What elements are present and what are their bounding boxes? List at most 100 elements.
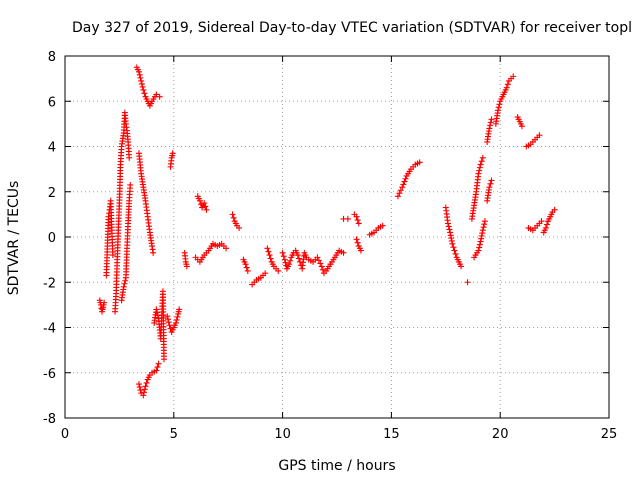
data-point <box>164 316 171 323</box>
data-point <box>262 270 269 277</box>
data-points <box>96 64 558 399</box>
data-point <box>394 193 401 200</box>
data-point <box>452 250 459 257</box>
data-point <box>174 313 181 320</box>
data-point <box>464 279 471 286</box>
data-point <box>504 81 511 88</box>
data-point <box>477 161 484 168</box>
data-point <box>402 175 409 182</box>
data-point <box>315 257 322 264</box>
data-point <box>230 214 237 221</box>
data-point <box>488 116 495 123</box>
data-point <box>279 249 286 256</box>
data-point <box>340 249 347 256</box>
data-point <box>318 263 325 270</box>
data-point <box>101 299 108 306</box>
data-point <box>127 181 134 188</box>
y-tick-label: -6 <box>43 367 56 382</box>
data-point <box>401 178 408 185</box>
axis-ticks: 0 5 10 15 20 25 -8 -6 -4 -2 0 2 4 6 8 <box>43 50 617 442</box>
y-tick-label: 4 <box>48 141 56 156</box>
data-point <box>481 221 488 228</box>
data-point <box>164 313 171 320</box>
data-point <box>475 170 482 177</box>
data-point <box>137 74 144 81</box>
data-point <box>229 211 236 218</box>
data-point <box>478 158 485 165</box>
data-point <box>236 224 243 231</box>
data-point <box>487 122 494 129</box>
data-point <box>481 218 488 225</box>
data-point <box>153 91 160 98</box>
data-point <box>476 241 483 248</box>
data-point <box>551 206 558 213</box>
data-point <box>140 392 147 399</box>
data-point <box>141 90 148 97</box>
data-point <box>153 306 160 313</box>
data-point <box>135 381 142 388</box>
data-point <box>479 154 486 161</box>
data-point <box>476 244 483 251</box>
data-point <box>319 266 326 273</box>
data-point <box>353 236 360 243</box>
data-point <box>476 167 483 174</box>
data-point <box>496 101 503 108</box>
data-point <box>137 387 144 394</box>
data-point <box>354 239 361 246</box>
data-point <box>510 73 517 80</box>
data-point <box>153 367 160 374</box>
y-tick-label: -4 <box>43 322 56 337</box>
y-tick-label: 8 <box>48 50 56 65</box>
data-point <box>176 306 183 313</box>
data-point <box>487 180 494 187</box>
data-point <box>538 218 545 225</box>
data-point <box>166 322 173 329</box>
data-point <box>476 164 483 171</box>
data-point <box>201 200 208 207</box>
data-point <box>150 249 157 256</box>
data-point <box>479 227 486 234</box>
x-axis-title: GPS time / hours <box>278 458 395 474</box>
data-point <box>495 107 502 114</box>
data-point <box>397 187 404 194</box>
x-tick-label: 5 <box>170 427 178 442</box>
data-point <box>446 226 453 233</box>
data-point <box>475 247 482 254</box>
x-tick-label: 15 <box>383 427 400 442</box>
data-point <box>143 379 150 386</box>
data-point <box>486 184 493 191</box>
data-point <box>223 245 230 252</box>
data-point <box>242 261 249 268</box>
data-point <box>354 217 361 224</box>
data-point <box>488 177 495 184</box>
data-point <box>379 222 386 229</box>
data-point <box>135 68 142 75</box>
data-point <box>487 119 494 126</box>
x-tick-label: 25 <box>601 427 618 442</box>
data-point <box>172 319 179 326</box>
data-point <box>173 316 180 323</box>
grid-lines <box>65 56 609 418</box>
data-point <box>155 360 162 367</box>
data-point <box>480 224 487 231</box>
data-point <box>542 224 549 231</box>
data-point <box>280 253 287 260</box>
y-tick-label: 0 <box>48 231 56 246</box>
data-point <box>451 247 458 254</box>
y-axis-title: SDTVAR / TECUs <box>6 181 22 296</box>
data-point <box>282 259 289 266</box>
data-point <box>142 383 149 390</box>
data-point <box>266 252 273 259</box>
data-point <box>136 384 143 391</box>
data-point <box>536 132 543 139</box>
chart-title: Day 327 of 2019, Sidereal Day-to-day VTE… <box>72 20 632 36</box>
data-point <box>317 260 324 267</box>
data-point <box>400 181 407 188</box>
data-point <box>154 364 161 371</box>
data-point <box>140 86 147 93</box>
data-point <box>165 319 172 326</box>
data-point <box>353 213 360 220</box>
data-point <box>196 197 203 204</box>
